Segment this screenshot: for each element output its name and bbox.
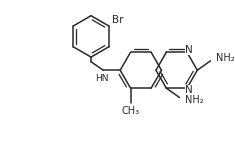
Text: N: N xyxy=(185,45,193,55)
Text: HN: HN xyxy=(95,74,108,83)
Text: Br: Br xyxy=(112,15,123,25)
Text: CH₃: CH₃ xyxy=(121,106,140,116)
Text: N: N xyxy=(185,85,193,95)
Text: NH₂: NH₂ xyxy=(216,53,235,63)
Text: NH₂: NH₂ xyxy=(185,95,204,105)
